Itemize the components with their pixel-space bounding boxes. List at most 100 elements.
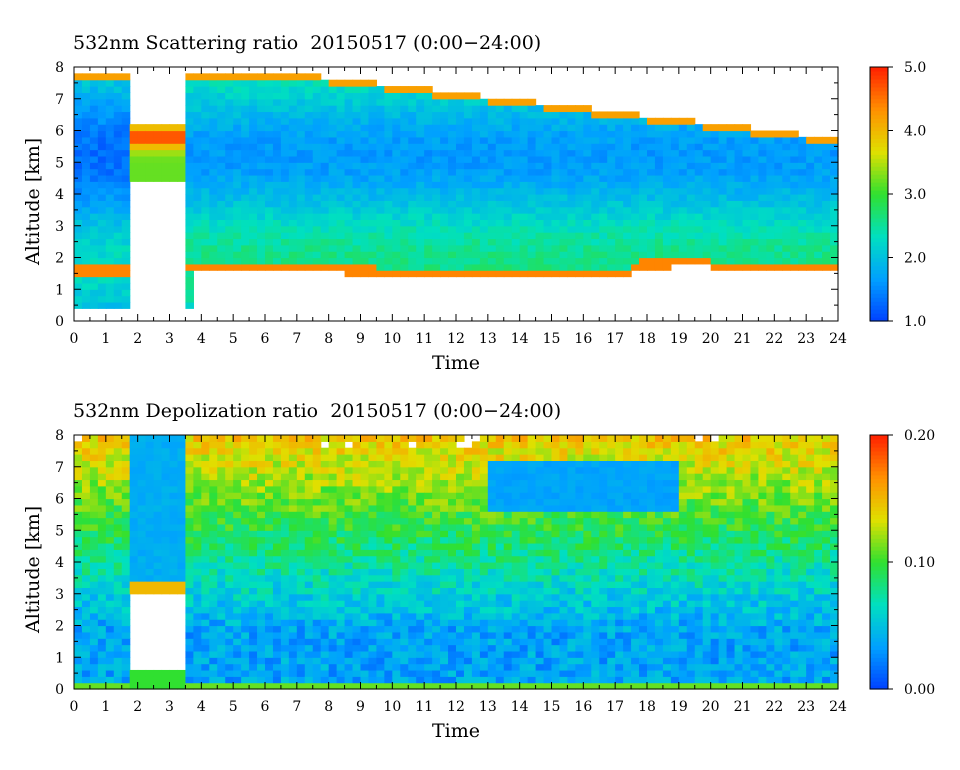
heatmap-cell	[201, 574, 210, 582]
heatmap-cell	[615, 111, 624, 119]
heatmap-cell	[575, 143, 584, 151]
heatmap-cell	[153, 555, 163, 563]
heatmap-cell	[471, 606, 481, 614]
heatmap-cell	[360, 574, 370, 582]
heatmap-cell	[280, 86, 290, 93]
heatmap-cell	[543, 168, 553, 176]
heatmap-cell	[591, 149, 600, 157]
heatmap-cell	[185, 606, 194, 614]
heatmap-cell	[105, 295, 115, 303]
heatmap-cell	[137, 517, 147, 525]
heatmap-cell	[670, 194, 680, 201]
heatmap-cell	[272, 105, 282, 113]
heatmap-cell	[296, 581, 306, 588]
heatmap-cell	[185, 111, 194, 119]
heatmap-cell	[169, 523, 179, 531]
heatmap-cell	[456, 149, 465, 157]
heatmap-cell	[503, 638, 513, 646]
heatmap-cell	[686, 168, 696, 176]
heatmap-cell	[296, 644, 306, 652]
heatmap-cell	[89, 473, 99, 481]
heatmap-cell	[320, 625, 330, 633]
heatmap-cell	[448, 219, 457, 227]
heatmap-cell	[249, 669, 258, 677]
heatmap-cell	[312, 638, 322, 646]
heatmap-cell	[280, 143, 290, 151]
heatmap-cell	[750, 263, 760, 271]
heatmap-cell	[121, 619, 131, 627]
heatmap-cell	[471, 143, 481, 151]
heatmap-cell	[113, 143, 123, 151]
heatmap-cell	[368, 143, 378, 151]
heatmap-cell	[463, 517, 473, 525]
heatmap-cell	[376, 232, 385, 240]
heatmap-cell	[209, 130, 218, 138]
heatmap-cell	[487, 98, 497, 106]
heatmap-cell	[209, 206, 218, 214]
heatmap-cell	[225, 460, 234, 468]
heatmap-cell	[456, 200, 465, 208]
heatmap-cell	[280, 479, 290, 487]
heatmap-cell	[296, 498, 306, 506]
heatmap-cell	[400, 454, 409, 461]
heatmap-cell	[201, 492, 210, 500]
heatmap-cell	[408, 447, 417, 455]
heatmap-cell	[360, 511, 370, 519]
heatmap-cell	[806, 263, 815, 271]
heatmap-cell	[440, 130, 449, 138]
heatmap-cell	[710, 124, 720, 132]
heatmap-cell	[790, 149, 799, 157]
heatmap-cell	[193, 657, 202, 665]
heatmap-cell	[384, 511, 393, 519]
heatmap-cell	[312, 263, 322, 271]
heatmap-cell	[647, 143, 656, 151]
heatmap-cell	[336, 542, 346, 550]
heatmap-cell	[368, 479, 378, 487]
heatmap-cell	[74, 79, 83, 87]
heatmap-cell	[519, 162, 529, 170]
heatmap-cell	[209, 454, 218, 461]
heatmap-cell	[400, 657, 409, 665]
heatmap-cell	[113, 86, 123, 93]
heatmap-cell	[774, 263, 783, 271]
heatmap-cell	[432, 612, 441, 620]
heatmap-cell	[241, 200, 250, 208]
heatmap-cell	[105, 466, 115, 474]
heatmap-cell	[742, 257, 752, 265]
heatmap-cell	[384, 504, 393, 512]
heatmap-cell	[463, 168, 473, 176]
heatmap-cell	[272, 200, 282, 208]
heatmap-cell	[225, 105, 234, 113]
heatmap-cell	[336, 435, 346, 442]
heatmap-cell	[233, 460, 242, 468]
heatmap-cell	[185, 98, 194, 106]
heatmap-cell	[81, 98, 91, 106]
heatmap-cell	[495, 549, 505, 557]
heatmap-cell	[105, 276, 115, 284]
colorbar-segment	[870, 289, 888, 294]
heatmap-cell	[241, 232, 250, 240]
heatmap-cell	[193, 555, 202, 563]
heatmap-cell	[766, 194, 775, 201]
heatmap-cell	[288, 663, 298, 671]
heatmap-cell	[304, 600, 314, 608]
heatmap-cell	[74, 549, 83, 557]
heatmap-cell	[495, 676, 505, 684]
heatmap-cell	[145, 473, 155, 481]
heatmap-cell	[463, 606, 473, 614]
heatmap-cell	[591, 155, 600, 163]
heatmap-cell	[185, 485, 194, 493]
heatmap-cell	[161, 498, 171, 506]
heatmap-cell	[272, 536, 282, 544]
scattering-ratio-chart: 0 1 2 3 4 5 6 7 8 9 10 11 12 13 14 15 16 17 18 19 20 21 22 23 24…	[55, 60, 926, 347]
heatmap-cell	[623, 130, 632, 138]
heatmap-cell	[790, 168, 799, 176]
heatmap-cell	[782, 143, 791, 151]
heatmap-cell	[376, 447, 385, 455]
heatmap-cell	[113, 536, 123, 544]
heatmap-cell	[121, 479, 131, 487]
heatmap-cell	[686, 162, 696, 170]
heatmap-cell	[368, 657, 378, 665]
heatmap-cell	[280, 657, 290, 665]
heatmap-cell	[352, 143, 362, 151]
